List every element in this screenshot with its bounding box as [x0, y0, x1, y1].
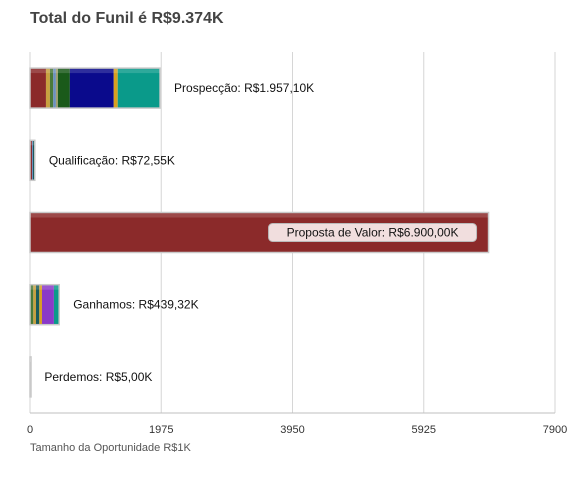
x-tick-label: 3950	[280, 424, 304, 436]
bar-segment	[31, 140, 33, 181]
bar-outline	[29, 283, 60, 326]
bar-segment	[117, 68, 161, 109]
bar-label-background	[268, 223, 478, 242]
bar-outline	[29, 211, 490, 254]
bar-label: Prospecção: R$1.957,10K	[174, 81, 314, 95]
bar-segment	[35, 284, 40, 325]
bar-outline	[29, 139, 36, 182]
bar-labels: Prospecção: R$1.957,10K Qualificação: R$7…	[44, 81, 478, 384]
x-tick-label: 7900	[543, 424, 567, 436]
bar-label: Ganhamos: R$439,32K	[73, 298, 198, 312]
bar-segment	[32, 140, 35, 181]
bar-highlight	[30, 213, 489, 218]
bar-segment	[45, 68, 50, 109]
x-axis-ticks: 0 1975 3950 5925 7900	[27, 424, 567, 436]
bar-label: Proposta de Valor: R$6.900,00K	[287, 226, 459, 240]
bar-segment	[39, 284, 42, 325]
bar-segment	[113, 68, 118, 109]
bar-label: Perdemos: R$5,00K	[44, 370, 152, 384]
x-tick-label: 5925	[412, 424, 436, 436]
x-tick-label: 0	[27, 424, 33, 436]
funnel-chart: Prospecção: R$1.957,10K Qualificação: R$7…	[27, 52, 567, 436]
bar-segment	[30, 140, 32, 181]
bar-highlight	[30, 357, 31, 362]
bar-segment	[30, 68, 46, 109]
bar-highlight	[30, 285, 60, 290]
bar-segment	[33, 284, 36, 325]
chart-title: Total do Funil é R$9.374K	[30, 10, 224, 27]
x-axis-title: Tamanho da Oportunidade R$1K	[30, 442, 191, 454]
x-tick-label: 1975	[149, 424, 173, 436]
bar-highlight	[30, 69, 161, 74]
bar-segment	[53, 284, 60, 325]
bar-label: Qualificação: R$72,55K	[49, 153, 175, 167]
bar-outline	[29, 356, 32, 398]
bar-segment	[30, 284, 34, 325]
bar-segment	[69, 68, 114, 109]
bar-segment	[57, 68, 70, 109]
bar-highlight	[30, 141, 35, 146]
bar-segment	[55, 68, 58, 109]
bar-segment	[41, 284, 54, 325]
bar-outline	[29, 67, 161, 109]
bar-segment	[53, 68, 56, 109]
bar-segment	[49, 68, 54, 109]
